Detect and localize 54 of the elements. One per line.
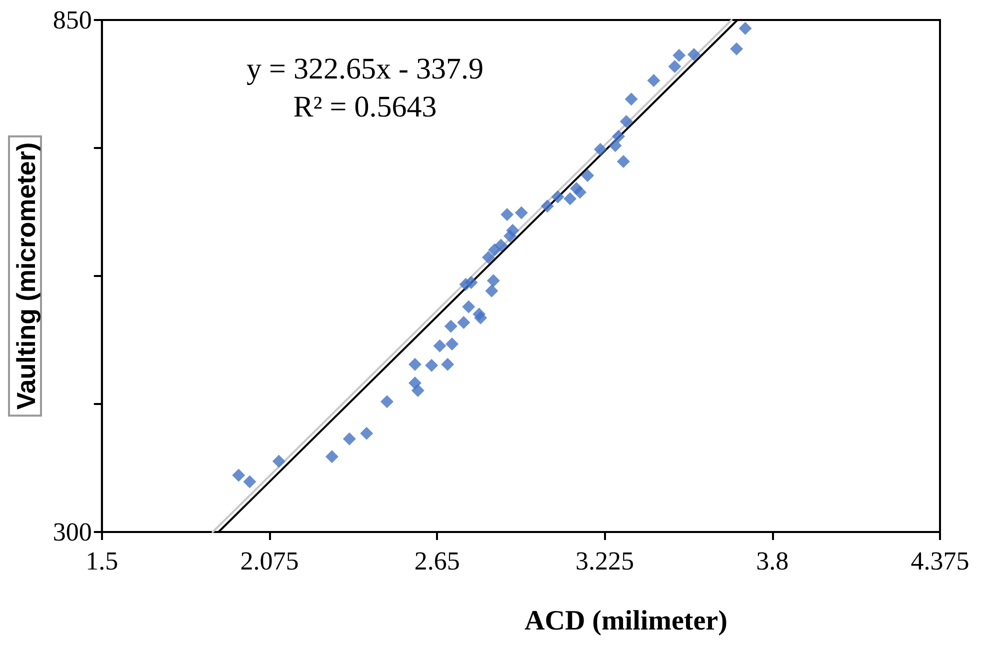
point: [457, 316, 470, 330]
x-tick-label: 2.075: [240, 546, 299, 576]
point: [243, 475, 256, 488]
point: [668, 60, 682, 74]
y-axis-title: Vaulting (micrometer): [11, 142, 41, 410]
point: [738, 22, 752, 35]
point: [433, 339, 446, 352]
y-tick-label: 850: [52, 6, 92, 34]
point: [486, 274, 500, 288]
point: [672, 48, 686, 62]
point: [581, 168, 594, 182]
annotation: R² = 0.5643: [293, 90, 437, 124]
point: [620, 114, 633, 128]
point: [551, 190, 564, 204]
point: [594, 142, 607, 156]
point: [730, 42, 744, 56]
point: [462, 300, 476, 314]
point: [494, 238, 508, 252]
point: [408, 358, 422, 371]
point: [500, 208, 514, 222]
point: [564, 192, 577, 206]
point: [482, 250, 495, 264]
point: [441, 358, 454, 371]
point: [464, 276, 478, 290]
x-tick-label: 4.375: [910, 546, 970, 576]
point: [425, 358, 438, 372]
point: [514, 206, 528, 220]
point: [446, 337, 459, 350]
point: [612, 130, 625, 143]
point: [608, 139, 622, 152]
y-tick-label: 300: [52, 518, 92, 546]
x-tick-label: 2.65: [414, 546, 460, 576]
point: [325, 450, 338, 464]
point: [232, 468, 246, 482]
x-tick-label: 1.5: [86, 546, 118, 576]
x-axis-title: ACD (milimeter): [524, 606, 728, 636]
point: [444, 320, 458, 333]
point: [616, 155, 630, 168]
point: [506, 224, 520, 237]
point: [624, 92, 638, 106]
point: [272, 454, 286, 468]
point: [687, 48, 700, 61]
annotation: y = 322.65x - 337.9: [246, 52, 484, 86]
point: [342, 432, 356, 446]
x-tick-label: 3.225: [576, 546, 634, 576]
point: [573, 186, 586, 199]
point: [411, 384, 424, 397]
point: [485, 284, 498, 298]
x-tick-label: 3.8: [756, 546, 789, 576]
point: [540, 200, 554, 213]
point: [647, 74, 660, 88]
point: [360, 426, 374, 440]
point: [474, 311, 488, 324]
point: [380, 395, 394, 408]
